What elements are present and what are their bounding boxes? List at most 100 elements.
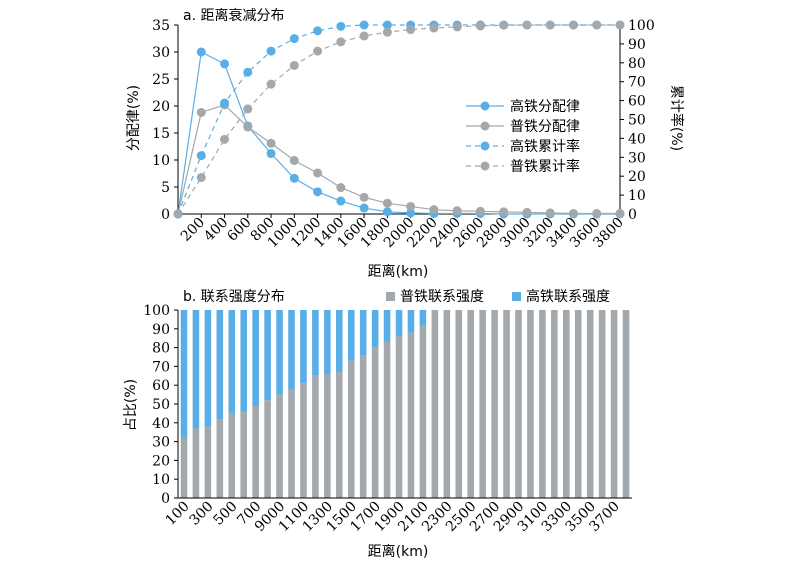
data-point bbox=[568, 20, 578, 30]
data-point bbox=[266, 79, 276, 89]
legend-label: 普铁联系强度 bbox=[400, 289, 484, 305]
chart-b-title: b. 联系强度分布 bbox=[183, 289, 285, 305]
bar-segment bbox=[300, 383, 307, 498]
legend-label: 高铁累计率 bbox=[510, 138, 580, 155]
bar-segment bbox=[515, 310, 522, 498]
bar-segment bbox=[180, 310, 188, 438]
bar-segment bbox=[395, 310, 403, 337]
legend-swatch bbox=[512, 292, 521, 301]
data-point bbox=[266, 149, 276, 159]
data-point bbox=[313, 46, 323, 56]
data-point bbox=[336, 183, 346, 193]
left-axis-label: 分配律(%) bbox=[126, 85, 142, 151]
legend-label: 高铁分配律 bbox=[510, 98, 580, 115]
bar-segment bbox=[252, 310, 259, 406]
bar-segment bbox=[264, 310, 271, 401]
right-axis-tick-label: 10 bbox=[628, 188, 646, 204]
data-point bbox=[266, 46, 276, 56]
left-axis-tick-label: 20 bbox=[152, 99, 170, 115]
data-point bbox=[243, 67, 253, 77]
data-point bbox=[592, 20, 602, 30]
data-point bbox=[336, 21, 346, 31]
bar-segment bbox=[192, 428, 200, 498]
data-point bbox=[522, 20, 532, 30]
left-axis-tick-label: 25 bbox=[152, 72, 170, 88]
data-point bbox=[429, 205, 439, 215]
y-axis-tick-label: 100 bbox=[143, 303, 170, 319]
legend-label: 普铁累计率 bbox=[510, 158, 580, 175]
bar-segment bbox=[395, 336, 403, 498]
y-axis-tick-label: 10 bbox=[152, 472, 170, 488]
bar-segment bbox=[359, 310, 367, 356]
data-point bbox=[499, 207, 509, 217]
distance-decay-chart: a. 距离衰减分布 0 5 10 15 20 25 30 35 0 10 20 30 40 50 60 70… bbox=[126, 7, 685, 280]
data-point bbox=[220, 59, 230, 69]
legend-label: 高铁联系强度 bbox=[526, 288, 610, 305]
y-axis-tick-label: 60 bbox=[152, 378, 170, 394]
data-point bbox=[220, 98, 230, 108]
left-axis-tick-label: 10 bbox=[152, 153, 170, 169]
data-point bbox=[429, 23, 439, 33]
right-axis-tick-label: 70 bbox=[628, 75, 646, 91]
data-point bbox=[406, 208, 416, 218]
data-point bbox=[196, 107, 206, 117]
bar-segment bbox=[240, 411, 247, 498]
data-point bbox=[359, 20, 369, 30]
legend-marker bbox=[480, 101, 490, 111]
data-point bbox=[336, 196, 346, 206]
y-axis-tick-label: 0 bbox=[161, 491, 170, 507]
bar-segment bbox=[539, 310, 546, 498]
data-point bbox=[359, 192, 369, 202]
right-axis-label: 累计率(%) bbox=[668, 85, 685, 151]
bar-segment bbox=[467, 310, 474, 498]
data-point bbox=[359, 31, 369, 41]
bar-segment bbox=[586, 310, 594, 498]
bar-segment bbox=[180, 437, 188, 498]
bar-segment bbox=[288, 310, 295, 389]
bar-segment bbox=[455, 310, 463, 498]
bar-segment bbox=[431, 310, 439, 498]
bar-segment bbox=[551, 310, 558, 498]
bar-segment bbox=[228, 413, 236, 498]
data-point bbox=[475, 206, 485, 216]
x-axis-tick-label: 500 bbox=[210, 499, 240, 529]
legend-marker bbox=[480, 121, 490, 131]
series-lines bbox=[173, 20, 625, 219]
data-point bbox=[289, 156, 299, 166]
x-axis-label: 距离(km) bbox=[368, 263, 429, 280]
data-point bbox=[266, 138, 276, 148]
left-axis-tick-label: 5 bbox=[161, 180, 170, 196]
right-axis-tick-label: 20 bbox=[628, 169, 646, 185]
bar-segment bbox=[192, 310, 200, 429]
legend-marker bbox=[480, 141, 490, 151]
bar-segment bbox=[216, 310, 224, 420]
right-axis-tick-label: 40 bbox=[628, 131, 646, 147]
x-axis-ticks: 2004006008001000120014001600180020002200… bbox=[178, 213, 627, 251]
right-axis-tick-label: 80 bbox=[628, 56, 646, 72]
bar-segment bbox=[574, 310, 582, 498]
x-axis-tick-label: 300 bbox=[186, 499, 216, 529]
legend-swatch bbox=[386, 292, 395, 301]
data-point bbox=[545, 20, 555, 30]
bar-segment bbox=[216, 419, 224, 498]
data-point bbox=[173, 209, 183, 219]
bar-segment bbox=[443, 310, 451, 498]
x-axis-ticks: 1003005007009000110013001500170019002100… bbox=[163, 497, 632, 535]
y-axis-ticks: 0 10 20 30 40 50 60 70 80 90 100 bbox=[143, 303, 179, 507]
data-point bbox=[382, 20, 392, 30]
data-point bbox=[615, 208, 625, 218]
bar-segment bbox=[276, 394, 283, 498]
data-point bbox=[336, 37, 346, 47]
left-axis-tick-label: 30 bbox=[152, 45, 170, 61]
data-point bbox=[313, 168, 323, 178]
bar-segment bbox=[324, 373, 331, 498]
data-point bbox=[359, 203, 369, 213]
data-point bbox=[289, 173, 299, 183]
bar-segment bbox=[240, 310, 247, 412]
legend-label: 普铁分配律 bbox=[510, 119, 580, 135]
stacked-bars bbox=[180, 310, 630, 498]
y-axis-tick-label: 40 bbox=[152, 416, 170, 432]
data-point bbox=[313, 26, 323, 36]
